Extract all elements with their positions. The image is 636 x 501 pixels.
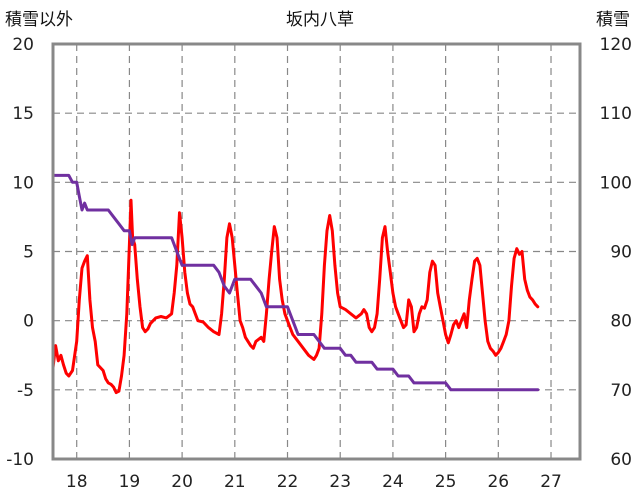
right-axis-label: 積雪 [596,10,630,30]
x-tick-label: 22 [277,472,299,492]
right-tick-label: 70 [610,381,632,401]
x-tick-label: 20 [171,472,193,492]
left-tick-label: 10 [12,173,34,193]
left-tick-label: 15 [12,104,34,124]
right-tick-label: 60 [610,450,632,470]
series-lines [51,173,540,395]
left-tick-label: -10 [6,450,34,470]
right-tick-label: 110 [600,104,632,124]
left-tick-label: 0 [23,312,34,332]
right-tick-label: 100 [600,173,632,193]
chart-title: 坂内八草 [286,10,354,30]
right-axis-ticks: 60 70 80 90 100 110 120 [600,35,632,470]
left-tick-label: 5 [23,243,34,263]
right-tick-label: 90 [610,243,632,263]
left-axis-label: 積雪以外 [5,10,73,30]
left-tick-label: 20 [12,35,34,55]
right-tick-label: 120 [600,35,632,55]
x-tick-label: 24 [382,472,404,492]
x-tick-label: 21 [224,472,246,492]
left-axis-ticks: -10 -5 0 5 10 15 20 [6,35,34,470]
purple-series-line [51,173,540,392]
x-axis-ticks: 18 19 20 21 22 23 24 25 26 27 [66,472,562,492]
x-tick-label: 23 [329,472,351,492]
red-series-line [51,198,540,395]
grid-lines [53,44,580,459]
plot-frame [51,42,582,461]
x-tick-label: 18 [66,472,88,492]
right-tick-label: 80 [610,312,632,332]
x-tick-label: 26 [487,472,509,492]
left-tick-label: -5 [17,381,34,401]
x-tick-label: 25 [435,472,457,492]
x-tick-label: 19 [119,472,141,492]
x-tick-label: 27 [540,472,562,492]
